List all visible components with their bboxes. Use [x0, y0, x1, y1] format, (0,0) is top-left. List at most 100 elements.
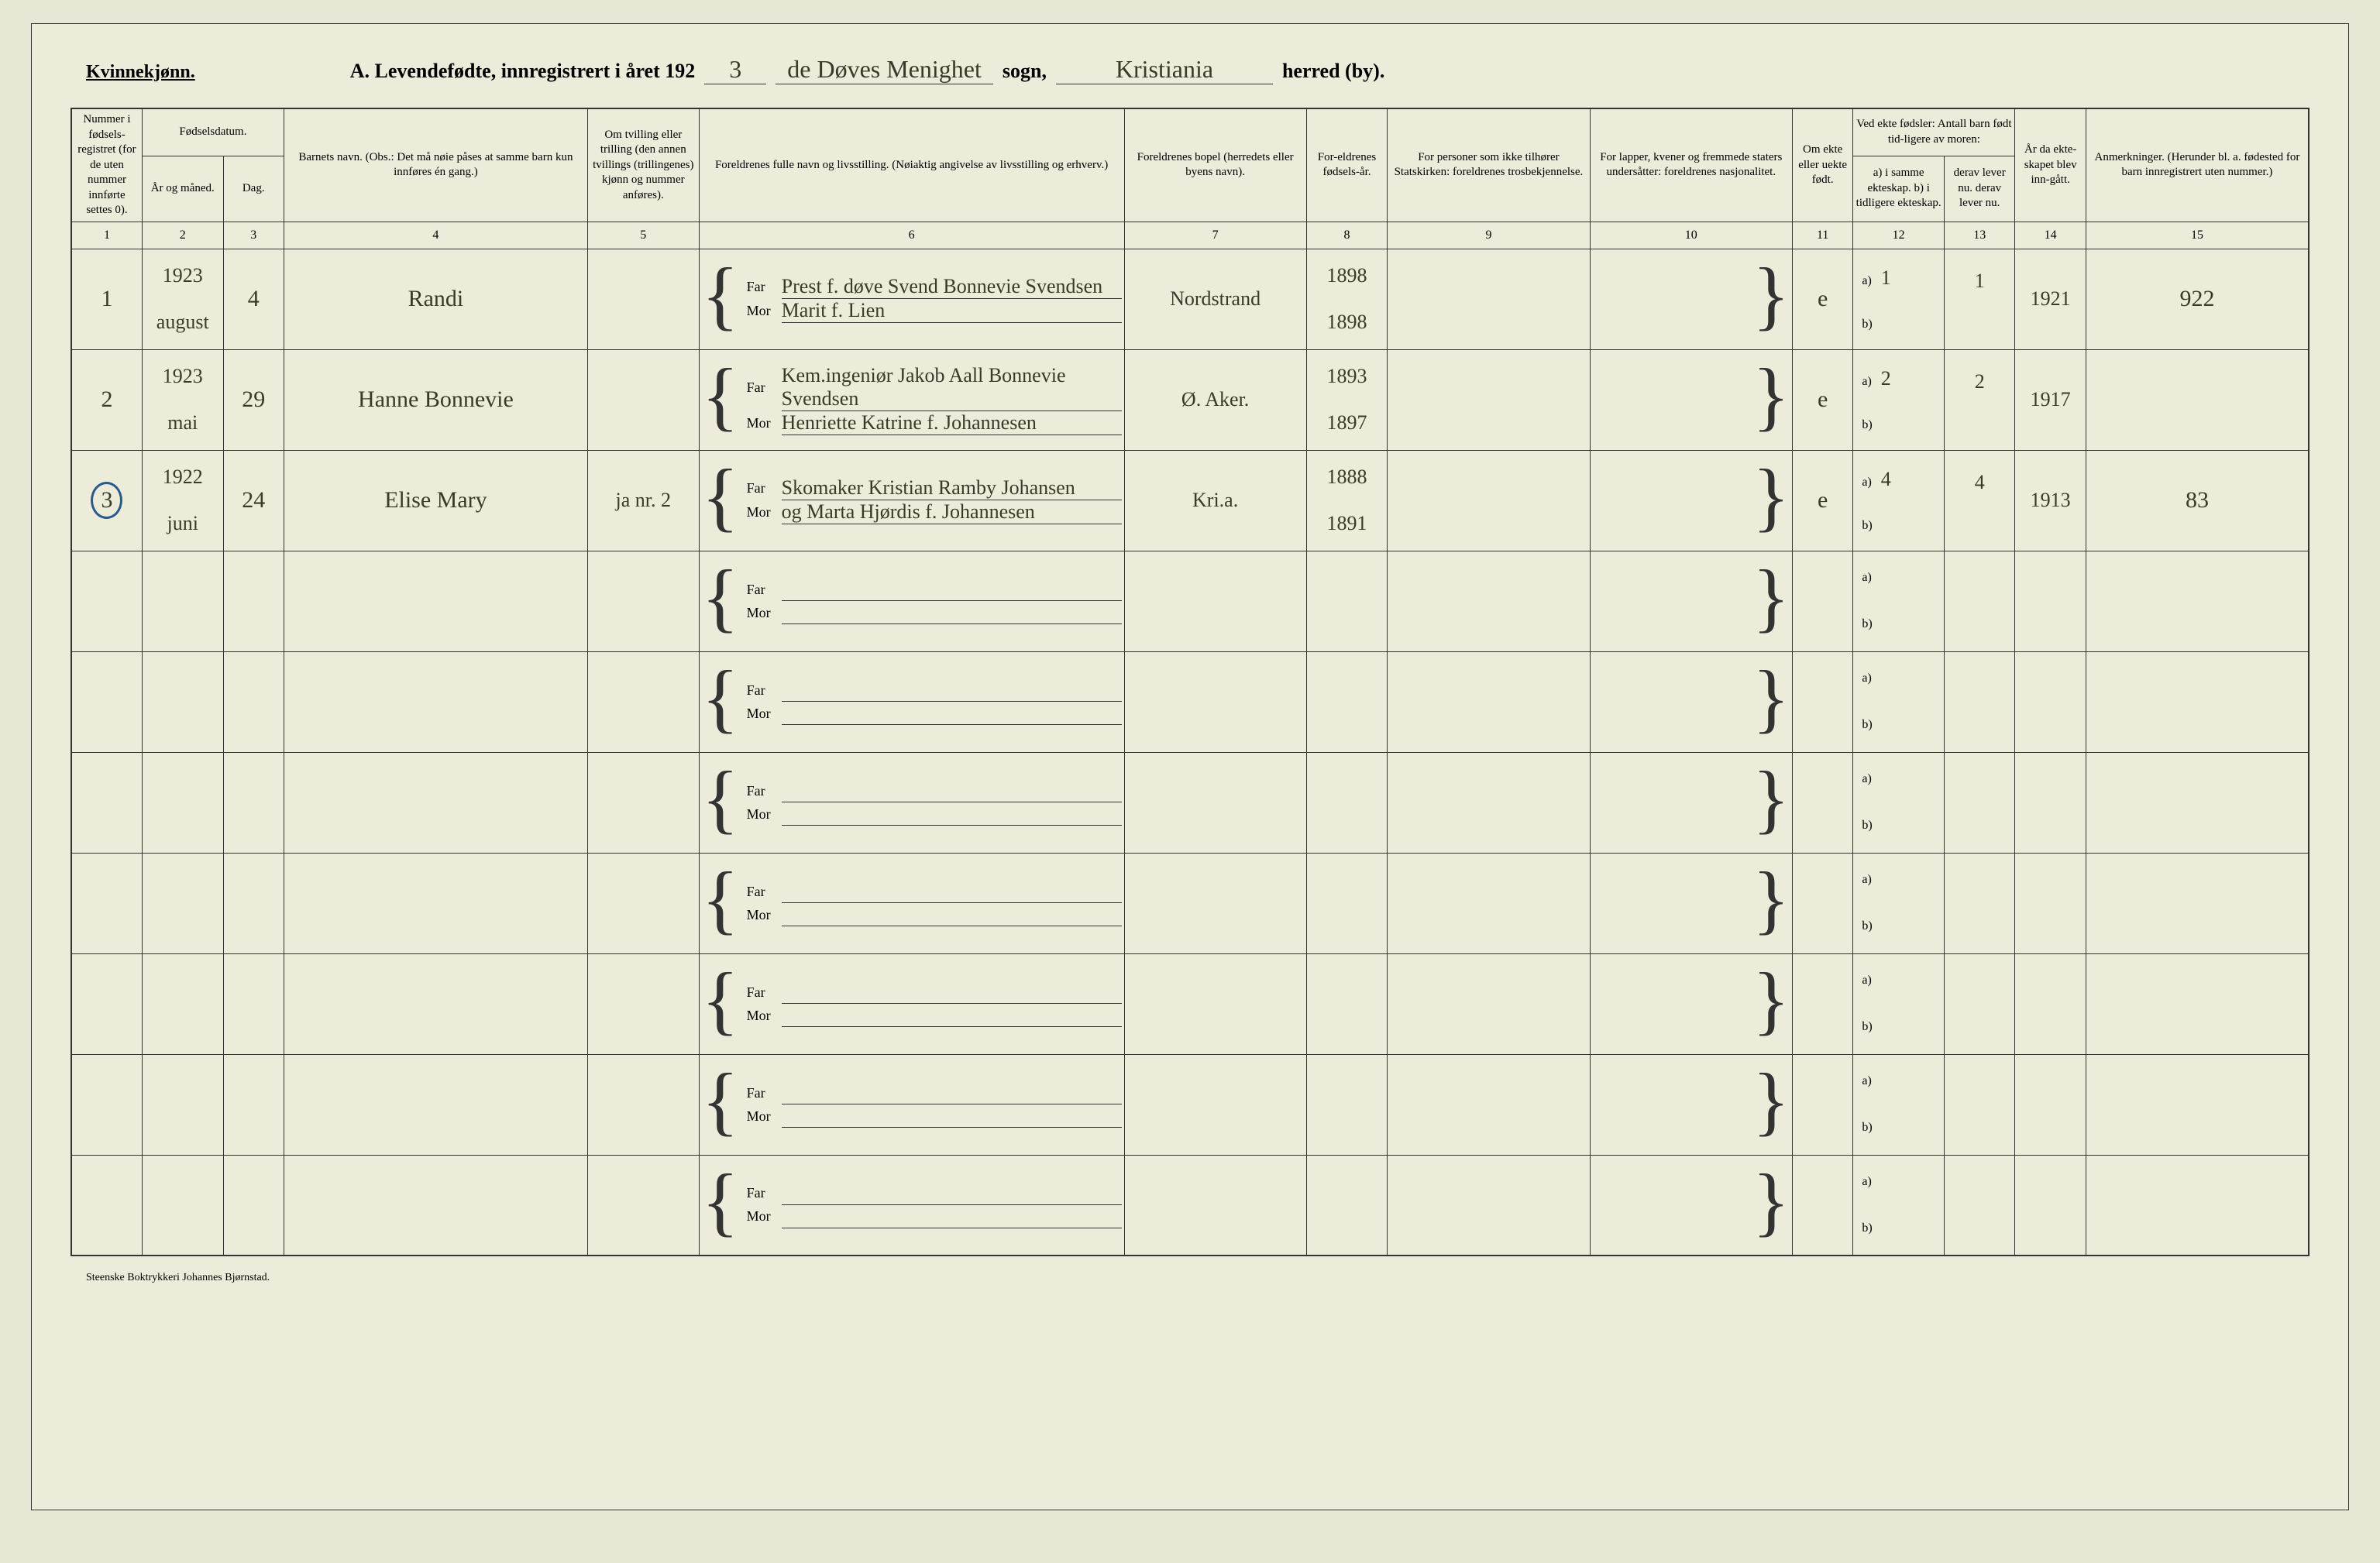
herred-value: Kristiania: [1056, 55, 1273, 84]
gender-heading: Kvinnekjønn.: [86, 62, 195, 83]
table-row: 1 1923august 4 Randi { FarPrest f. døve …: [71, 249, 2309, 349]
colnum: 14: [2015, 222, 2086, 249]
table-header: Nummer i fødsels-registret (for de uten …: [71, 108, 2309, 249]
col-header-14: År da ekte-skapet blev inn-gått.: [2015, 108, 2086, 222]
cell-bopel: Kri.a.: [1124, 450, 1306, 551]
cell-ab-lever: [1944, 1054, 2014, 1155]
cell-year-month: [142, 651, 223, 752]
colnum: 2: [142, 222, 223, 249]
register-page: Kvinnekjønn. A. Levendefødte, innregistr…: [31, 23, 2349, 1510]
cell-nationality: }: [1590, 651, 1792, 752]
cell-name: [284, 1054, 587, 1155]
col-header-1213top: Ved ekte fødsler: Antall barn født tid-l…: [1853, 108, 2015, 156]
cell-religion: [1388, 953, 1590, 1054]
cell-nationality: }: [1590, 450, 1792, 551]
cell-parent-years: [1306, 752, 1388, 853]
cell-parents: { Far Mor: [699, 853, 1124, 953]
cell-num: 3: [71, 450, 142, 551]
cell-num: [71, 1054, 142, 1155]
cell-nationality: }: [1590, 249, 1792, 349]
cell-nationality: }: [1590, 953, 1792, 1054]
cell-note: [2086, 953, 2309, 1054]
cell-bopel: [1124, 953, 1306, 1054]
cell-ab-count: a)b): [1853, 1054, 1945, 1155]
cell-parents: { Far Mor: [699, 953, 1124, 1054]
cell-religion: [1388, 853, 1590, 953]
cell-parents: { Far Mor: [699, 752, 1124, 853]
col-header-11: Om ekte eller uekte født.: [1792, 108, 1852, 222]
cell-twin: ja nr. 2: [587, 450, 699, 551]
cell-twin: [587, 752, 699, 853]
cell-parent-years: [1306, 1054, 1388, 1155]
cell-parents: { Far Mor: [699, 1054, 1124, 1155]
cell-num: [71, 1155, 142, 1256]
year-digit: 3: [704, 55, 766, 84]
table-row: { Far Mor } a)b): [71, 1054, 2309, 1155]
col-header-13: derav lever nu. derav lever nu.: [1944, 156, 2014, 222]
cell-day: 4: [223, 249, 284, 349]
cell-day: [223, 853, 284, 953]
cell-day: 29: [223, 349, 284, 450]
table-row: { Far Mor } a)b): [71, 752, 2309, 853]
cell-bopel: Nordstrand: [1124, 249, 1306, 349]
cell-parents: { Far Mor: [699, 1155, 1124, 1256]
cell-ab-count: a) 4b): [1853, 450, 1945, 551]
cell-parent-years: 18931897: [1306, 349, 1388, 450]
cell-parents: { Far Mor: [699, 551, 1124, 651]
colnum: 8: [1306, 222, 1388, 249]
cell-nationality: }: [1590, 349, 1792, 450]
cell-religion: [1388, 1155, 1590, 1256]
colnum: 7: [1124, 222, 1306, 249]
cell-parent-years: [1306, 551, 1388, 651]
cell-ab-lever: [1944, 551, 2014, 651]
table-row: { Far Mor } a)b): [71, 651, 2309, 752]
cell-parent-years: [1306, 651, 1388, 752]
cell-ekte: [1792, 1155, 1852, 1256]
cell-note: [2086, 752, 2309, 853]
cell-bopel: [1124, 651, 1306, 752]
colnum: 5: [587, 222, 699, 249]
title-line: A. Levendefødte, innregistrert i året 19…: [350, 55, 1385, 84]
cell-ab-count: a)b): [1853, 1155, 1945, 1256]
colnum: 6: [699, 222, 1124, 249]
cell-ekte: [1792, 752, 1852, 853]
cell-name: Randi: [284, 249, 587, 349]
cell-marriage: [2015, 752, 2086, 853]
cell-parent-years: 18881891: [1306, 450, 1388, 551]
cell-parent-years: [1306, 853, 1388, 953]
cell-religion: [1388, 752, 1590, 853]
table-row: { Far Mor } a)b): [71, 853, 2309, 953]
colnum: 3: [223, 222, 284, 249]
cell-ab-lever: [1944, 651, 2014, 752]
cell-nationality: }: [1590, 1155, 1792, 1256]
cell-nationality: }: [1590, 551, 1792, 651]
table-row: { Far Mor } a)b): [71, 953, 2309, 1054]
table-row: { Far Mor } a)b): [71, 551, 2309, 651]
title-prefix: A. Levendefødte, innregistrert i året 19…: [350, 60, 696, 83]
cell-note: [2086, 651, 2309, 752]
cell-bopel: [1124, 551, 1306, 651]
cell-name: [284, 651, 587, 752]
col-header-4: Barnets navn. (Obs.: Det må nøie påses a…: [284, 108, 587, 222]
cell-day: [223, 1155, 284, 1256]
colnum: 4: [284, 222, 587, 249]
cell-num: [71, 651, 142, 752]
table-body: 1 1923august 4 Randi { FarPrest f. døve …: [71, 249, 2309, 1256]
cell-note: [2086, 1054, 2309, 1155]
cell-year-month: [142, 752, 223, 853]
cell-ab-count: a)b): [1853, 752, 1945, 853]
cell-ekte: [1792, 551, 1852, 651]
cell-note: [2086, 853, 2309, 953]
cell-num: 2: [71, 349, 142, 450]
col-header-10: For lapper, kvener og fremmede staters u…: [1590, 108, 1792, 222]
cell-name: [284, 752, 587, 853]
cell-ekte: [1792, 1054, 1852, 1155]
cell-year-month: 1923august: [142, 249, 223, 349]
cell-year-month: [142, 953, 223, 1054]
cell-marriage: 1913: [2015, 450, 2086, 551]
cell-name: [284, 953, 587, 1054]
cell-marriage: 1921: [2015, 249, 2086, 349]
sogn-label: sogn,: [1003, 60, 1047, 83]
cell-ab-lever: [1944, 853, 2014, 953]
col-header-7: Foreldrenes bopel (herredets eller byens…: [1124, 108, 1306, 222]
